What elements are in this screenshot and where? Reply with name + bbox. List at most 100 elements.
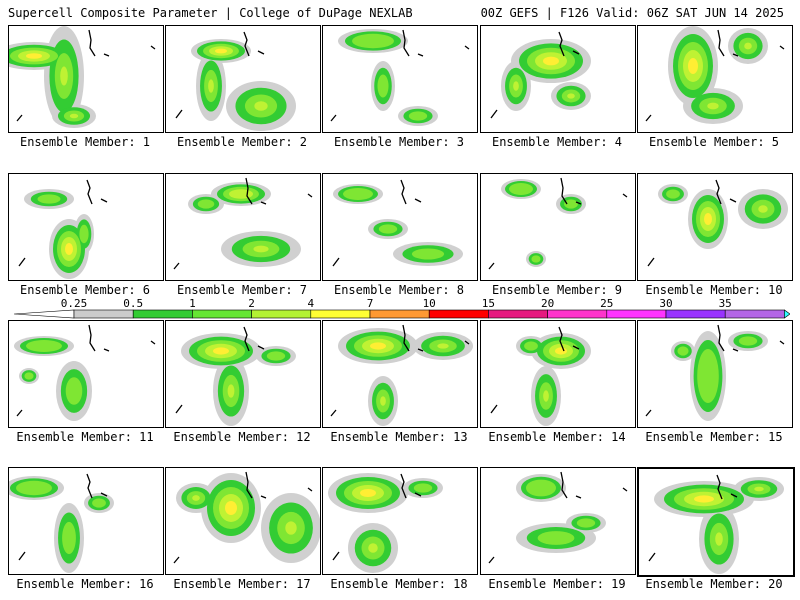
ensemble-member-label: Ensemble Member: 7	[176, 283, 308, 297]
scp-shaded-contour	[555, 347, 567, 355]
scp-shaded-contour	[253, 245, 269, 253]
coastline-outline	[648, 474, 738, 562]
scp-shaded-contour	[688, 58, 698, 74]
scp-shaded-contour	[213, 347, 229, 355]
ensemble-member-map[interactable]	[480, 25, 636, 133]
ensemble-member-map[interactable]	[480, 467, 636, 575]
map-plot	[9, 473, 114, 573]
colorbar-svg: 0.25 0.5 1 2 4 7 10 15 20 25 30 35	[14, 298, 790, 319]
colorbar-tick-label: 25	[600, 298, 613, 310]
ensemble-member-map[interactable]	[322, 320, 478, 428]
map-plot	[173, 177, 313, 270]
ensemble-member-label: Ensemble Member: 16	[16, 577, 154, 591]
map-plot	[330, 324, 473, 426]
colorbar-tick-label: 15	[482, 298, 495, 310]
scp-shaded-contour	[543, 390, 549, 402]
scp-shaded-contour	[92, 498, 106, 508]
ensemble-member-label: Ensemble Member: 8	[333, 283, 465, 297]
ensemble-member-map[interactable]	[165, 467, 321, 575]
scp-shaded-contour	[697, 349, 719, 403]
map-plot	[328, 473, 443, 573]
colorbar-segment	[369, 309, 430, 319]
colorbar-segment	[73, 309, 134, 319]
ensemble-member-map[interactable]	[8, 320, 164, 428]
colorbar-tick-label: 20	[541, 298, 554, 310]
scp-shaded-contour	[254, 101, 268, 111]
map-plot	[175, 326, 296, 426]
ensemble-member-map[interactable]	[322, 25, 478, 133]
scp-shaded-contour	[197, 199, 215, 209]
scp-shaded-contour	[531, 255, 541, 263]
colorbar-segment	[606, 309, 667, 319]
map-plot	[645, 324, 785, 421]
scp-shaded-contour	[192, 495, 200, 501]
scp-shaded-contour	[576, 518, 596, 528]
ensemble-member-map[interactable]	[480, 320, 636, 428]
colorbar-tick-label: 0.25	[61, 298, 88, 310]
ensemble-member-map[interactable]	[8, 173, 164, 281]
scp-shaded-contour	[744, 42, 752, 50]
scp-shaded-contour	[343, 188, 373, 200]
scp-shaded-contour	[378, 224, 398, 234]
scp-shaded-contour	[543, 56, 559, 66]
coastline-outline	[175, 326, 265, 414]
ensemble-member-map[interactable]	[8, 25, 164, 133]
scp-shaded-contour	[370, 342, 386, 350]
scp-shaded-contour	[715, 532, 723, 546]
colorbar-segment	[251, 309, 312, 319]
ensemble-member-label: Ensemble Member: 20	[645, 577, 783, 591]
scp-shaded-contour	[37, 194, 61, 204]
coastline-outline	[645, 29, 785, 122]
ensemble-member-label: Ensemble Member: 5	[648, 135, 780, 149]
ensemble-member-label: Ensemble Member: 9	[491, 283, 623, 297]
map-plot	[648, 474, 784, 574]
ensemble-member-label: Ensemble Member: 18	[330, 577, 468, 591]
ensemble-member-map[interactable]	[165, 25, 321, 133]
ensemble-member-map[interactable]	[480, 173, 636, 281]
map-plot	[175, 31, 296, 131]
ensemble-member-map[interactable]	[637, 25, 793, 133]
map-plot	[488, 177, 628, 270]
ensemble-member-map[interactable]	[322, 173, 478, 281]
colorbar-segment	[724, 309, 785, 319]
ensemble-member-map[interactable]	[322, 467, 478, 575]
scp-shaded-contour	[208, 79, 214, 93]
map-plot	[18, 179, 108, 279]
ensemble-member-map[interactable]	[8, 467, 164, 575]
scp-shaded-contour	[704, 213, 712, 225]
ensemble-member-label: Ensemble Member: 6	[19, 283, 151, 297]
scp-shaded-contour	[564, 199, 578, 209]
scp-shaded-contour	[377, 74, 389, 98]
scp-shaded-contour	[707, 102, 719, 110]
ensemble-member-map[interactable]	[165, 173, 321, 281]
colorbar-tick-label: 1	[189, 298, 196, 310]
scp-shaded-contour	[526, 479, 556, 497]
ensemble-member-label: Ensemble Member: 12	[173, 430, 311, 444]
coastline-outline	[332, 179, 422, 267]
colorbar-tick-label: 30	[659, 298, 672, 310]
ensemble-member-label: Ensemble Member: 4	[491, 135, 623, 149]
ensemble-member-label: Ensemble Member: 10	[645, 283, 783, 297]
scp-shaded-contour	[65, 377, 83, 405]
scp-shaded-contour	[513, 81, 519, 91]
coastline-outline	[18, 179, 108, 267]
coastline-outline	[490, 31, 580, 119]
ensemble-member-map[interactable]	[637, 173, 793, 281]
scp-shaded-contour	[26, 340, 62, 352]
ensemble-member-map[interactable]	[637, 320, 793, 428]
ensemble-member-map[interactable]	[637, 467, 795, 577]
scp-shaded-contour	[677, 346, 689, 356]
ensemble-member-map[interactable]	[165, 320, 321, 428]
scp-shaded-contour	[368, 543, 378, 553]
scp-shaded-contour	[754, 486, 764, 492]
coastline-outline	[18, 473, 108, 561]
scp-shaded-contour	[69, 113, 79, 119]
colorbar-tick-label: 2	[248, 298, 255, 310]
scp-shaded-contour	[758, 205, 768, 213]
scp-shaded-contour	[380, 396, 386, 406]
scp-shaded-contour	[215, 48, 227, 54]
colorbar-tick-label: 0.5	[123, 298, 143, 310]
ensemble-member-label: Ensemble Member: 3	[333, 135, 465, 149]
scp-shaded-contour	[411, 248, 445, 260]
coastline-outline	[175, 31, 265, 119]
